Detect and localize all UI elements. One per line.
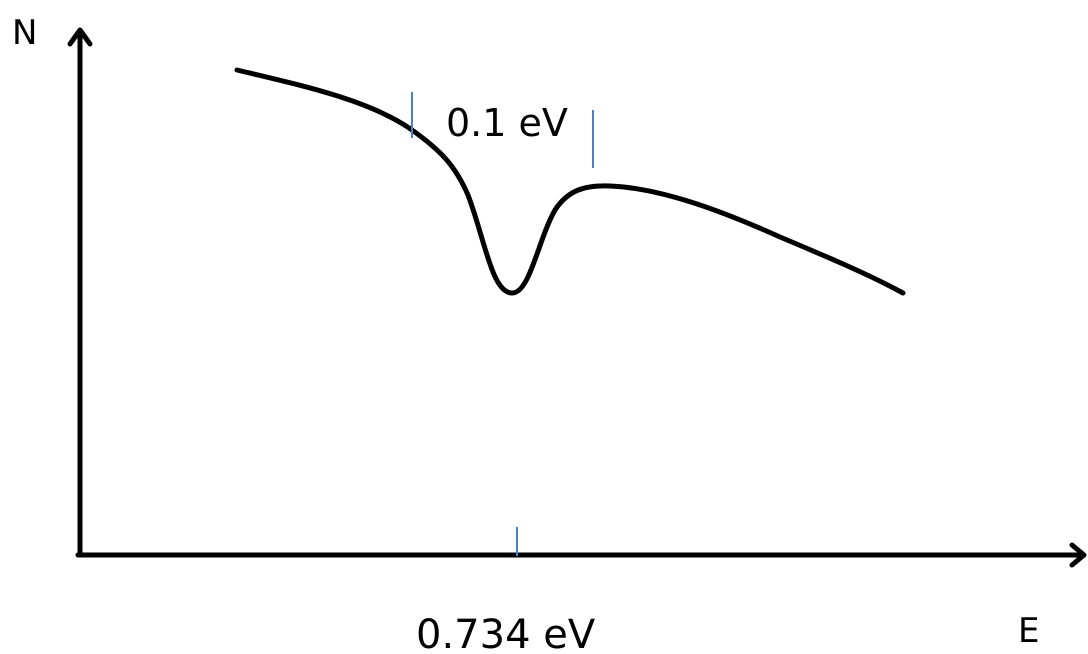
y-axis-label: N bbox=[12, 13, 37, 53]
x-axis-label: E bbox=[1018, 611, 1039, 651]
spectrum-curve bbox=[234, 67, 906, 296]
x-axis-arrowhead bbox=[1069, 542, 1087, 568]
center-energy-label: 0.734 eV bbox=[416, 612, 596, 654]
width-annotation: 0.1 eV bbox=[446, 101, 568, 145]
y-axis-arrowhead bbox=[67, 27, 93, 47]
